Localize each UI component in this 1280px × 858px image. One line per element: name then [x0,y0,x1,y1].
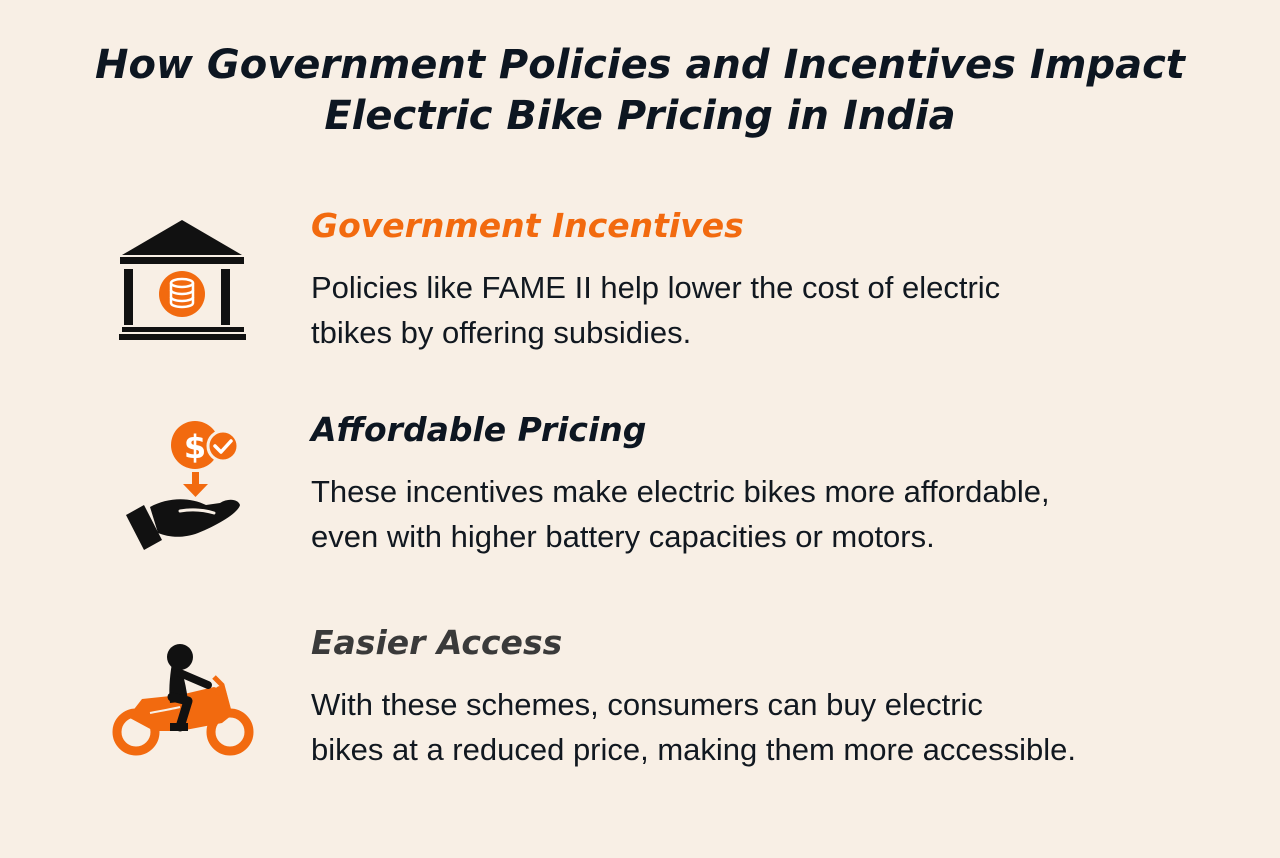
heading-government-incentives: Government Incentives [311,206,744,245]
bank-icon [110,212,260,352]
page-title: How Government Policies and Incentives I… [0,40,1280,142]
description-line: Policies like FAME II help lower the cos… [311,270,1001,305]
description-line: With these schemes, consumers can buy el… [311,687,983,722]
description-easier-access: With these schemes, consumers can buy el… [311,682,1076,772]
svg-text:$: $ [184,428,206,466]
page-title-line-2: Electric Bike Pricing in India [324,93,956,139]
description-line: These incentives make electric bikes mor… [311,474,1050,509]
heading-affordable-pricing: Affordable Pricing [311,410,647,449]
heading-easier-access: Easier Access [311,623,563,662]
description-line: even with higher battery capacities or m… [311,519,935,554]
description-affordable-pricing: These incentives make electric bikes mor… [311,469,1050,559]
page-title-line-1: How Government Policies and Incentives I… [95,42,1185,88]
hand-money-icon: $ [110,415,260,555]
description-line: bikes at a reduced price, making them mo… [311,732,1077,767]
description-government-incentives: Policies like FAME II help lower the cos… [311,265,1000,355]
description-line: tbikes by offering subsidies. [311,315,692,350]
motorcycle-rider-icon [110,635,260,775]
